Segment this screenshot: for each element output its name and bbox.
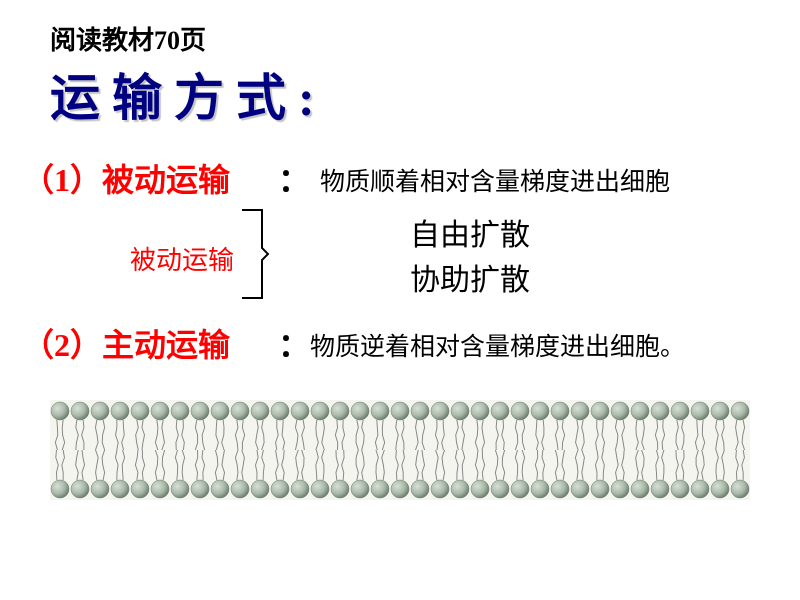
item1-colon: ： (278, 155, 310, 201)
bracket-icon (240, 204, 270, 304)
page-reference: 阅读教材70页 (50, 20, 206, 57)
main-title: 运输方式: (50, 58, 327, 130)
item1-label: （1）被动运输 (22, 155, 230, 201)
item2-description: 物质逆着相对含量梯度进出细胞。 (310, 327, 685, 363)
item2-colon: ： (278, 320, 310, 366)
passive-transport-label: 被动运输 (130, 240, 234, 277)
item2-label: （2）主动运输 (22, 320, 230, 366)
free-diffusion-label: 自由扩散 (410, 210, 530, 254)
phospholipid-bilayer-diagram (50, 400, 750, 500)
facilitated-diffusion-label: 协助扩散 (410, 255, 530, 299)
item1-description: 物质顺着相对含量梯度进出细胞 (320, 162, 670, 198)
